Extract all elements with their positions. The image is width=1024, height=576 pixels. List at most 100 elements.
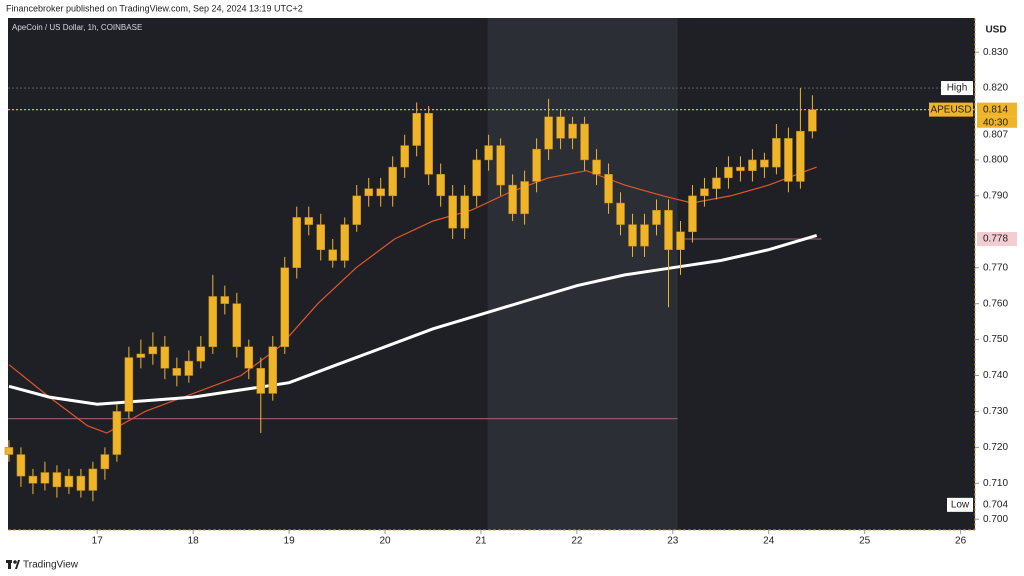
- candle-body: [724, 166, 733, 179]
- candle-body: [244, 346, 254, 369]
- candle-body: [256, 368, 266, 394]
- candle-body: [16, 454, 26, 477]
- candle-body: [496, 145, 505, 186]
- footer-logo: [6, 560, 20, 569]
- candle-body: [352, 195, 361, 225]
- candle-body: [28, 475, 38, 484]
- y-tick-label: 0.800: [983, 155, 1008, 166]
- candle-body: [148, 346, 158, 355]
- price-label-value: 0.820: [983, 83, 1008, 94]
- candle-body: [280, 267, 290, 348]
- price-label-name: High: [947, 83, 968, 94]
- price-label-value: 0.814: [983, 104, 1008, 115]
- candle-body: [760, 159, 769, 168]
- candle-body: [412, 112, 421, 146]
- candle-body: [448, 195, 457, 229]
- candle-body: [364, 188, 373, 197]
- candle-body: [772, 138, 781, 168]
- candle-body: [172, 368, 182, 376]
- candle-body: [136, 353, 146, 358]
- y-tick-label: 0.750: [983, 334, 1008, 345]
- price-label-value: 0.704: [983, 499, 1008, 510]
- plot-area: [4, 18, 975, 530]
- candle-body: [112, 411, 122, 455]
- candle-body: [676, 231, 685, 250]
- candle-body: [520, 181, 529, 215]
- candle-body: [4, 447, 14, 455]
- x-tick-label: 21: [475, 536, 487, 547]
- price-label-box: [977, 497, 1017, 512]
- price-label-name: APEUSD: [930, 104, 971, 115]
- price-label-box: [977, 127, 1017, 142]
- candle-body: [532, 148, 541, 182]
- x-tick-label: 25: [859, 536, 871, 547]
- candle-body: [544, 116, 553, 150]
- session-highlight: [487, 18, 678, 530]
- price-label-name-box: [929, 102, 973, 117]
- price-label-name-box: [947, 497, 973, 512]
- y-tick-label: 0.790: [983, 190, 1008, 201]
- candle-body: [292, 217, 302, 268]
- candle-body: [232, 303, 242, 348]
- y-tick-label: 0.720: [983, 442, 1008, 453]
- y-tick-label: 0.700: [983, 514, 1008, 525]
- candle-body: [556, 116, 565, 139]
- candle-body: [436, 174, 445, 197]
- candle-body: [748, 159, 757, 171]
- candle-body: [220, 296, 230, 304]
- y-tick-label: 0.760: [983, 298, 1008, 309]
- candle-body: [184, 360, 194, 376]
- price-label-box: [977, 81, 1017, 96]
- candle-body: [328, 249, 337, 261]
- candle-body: [604, 174, 613, 204]
- candle-body: [640, 224, 649, 247]
- moving-average: [8, 166, 817, 434]
- candle-body: [316, 224, 325, 250]
- footer-brand: TradingView: [23, 560, 79, 571]
- price-label-value: 0.778: [983, 234, 1008, 245]
- candle-body: [196, 346, 206, 362]
- currency-label: USD: [985, 25, 1006, 36]
- candle-body: [76, 475, 86, 491]
- x-tick-label: 17: [92, 536, 104, 547]
- candle-body: [208, 296, 218, 348]
- x-tick-label: 26: [955, 536, 967, 547]
- candle-body: [484, 145, 493, 161]
- y-tick-label: 0.830: [983, 47, 1008, 58]
- candle-body: [52, 472, 62, 488]
- candle-body: [100, 454, 110, 470]
- candle-body: [424, 112, 433, 175]
- price-label-name-box: [941, 81, 973, 96]
- y-tick-label: 0.740: [983, 370, 1008, 381]
- candle-body: [664, 209, 673, 250]
- candle-body: [736, 166, 745, 171]
- candle-body: [628, 224, 637, 247]
- candle-body: [700, 188, 709, 197]
- x-tick-label: 18: [188, 536, 200, 547]
- y-tick-label: 0.710: [983, 478, 1008, 489]
- countdown-box: [977, 116, 1017, 129]
- candle-body: [40, 472, 50, 484]
- candle-body: [64, 475, 74, 488]
- candle-body: [88, 468, 98, 491]
- publisher-note: Financebroker published on TradingView.c…: [6, 3, 303, 13]
- candle-body: [796, 130, 805, 182]
- candle-body: [388, 166, 397, 197]
- candle-body: [808, 109, 817, 132]
- candle-body: [784, 138, 793, 182]
- countdown: 40:30: [983, 117, 1008, 128]
- candle-body: [568, 123, 577, 139]
- candle-body: [460, 195, 469, 229]
- candle-body: [124, 357, 134, 412]
- price-label-box: [977, 231, 1017, 246]
- x-tick-label: 22: [571, 536, 583, 547]
- y-tick-label: 0.730: [983, 406, 1008, 417]
- x-tick-label: 19: [284, 536, 296, 547]
- candle-body: [592, 159, 601, 175]
- y-tick-label: 0.770: [983, 262, 1008, 273]
- candle-body: [340, 224, 349, 261]
- candle-body: [580, 123, 589, 161]
- candle-body: [508, 184, 517, 215]
